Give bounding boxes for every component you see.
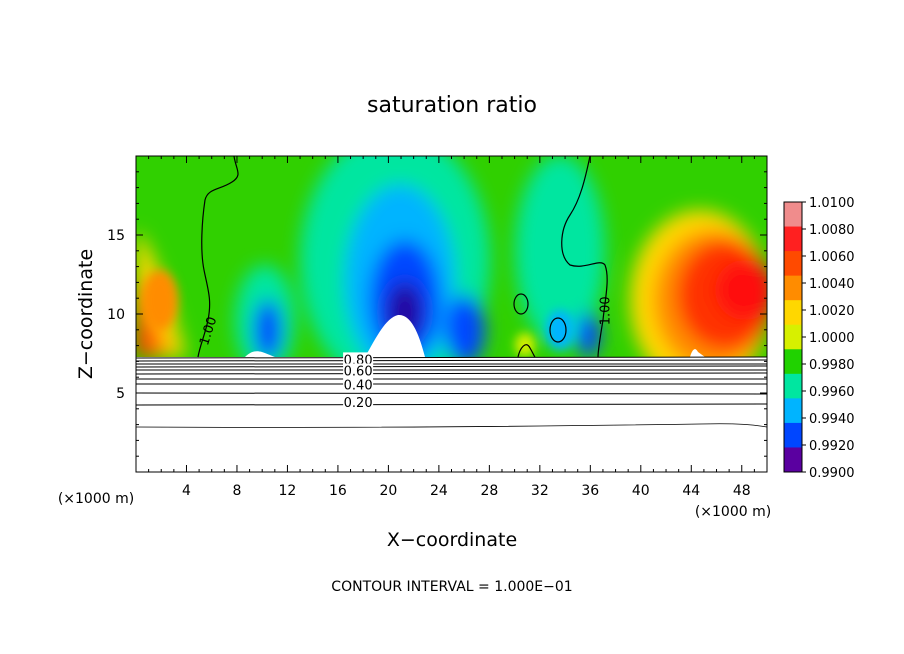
contour-label: 0.20: [344, 396, 373, 411]
contour-label-bg: [343, 395, 374, 409]
x-tick-label: 40: [632, 483, 650, 499]
contour-label-group: 0.40: [343, 377, 374, 394]
colorbar-label: 1.0060: [809, 250, 855, 265]
x-axis-title: X−coordinate: [387, 529, 517, 551]
colorbar: 1.0100 1.0080 1.0060 1.0040 1.0020 1.0000 0.99…: [783, 196, 855, 481]
contour-label: 0.40: [344, 379, 373, 394]
colorbar-swatch: [784, 275, 802, 301]
colorbar-label: 0.9960: [809, 385, 855, 400]
saturation-field: [136, 156, 767, 390]
x-tick-label: 36: [581, 483, 599, 499]
colorbar-swatch: [784, 398, 802, 424]
x-axis: 4 8 12 16 20 24 28 32 36 40 44 48: [148, 156, 755, 499]
colorbar-swatch: [784, 202, 802, 228]
chart-title: saturation ratio: [367, 93, 537, 118]
colorbar-swatch: [784, 349, 802, 375]
contour-label-bg: [343, 363, 374, 377]
x-tick-label: 32: [531, 483, 549, 499]
contour-label-group: 0.60: [343, 363, 374, 379]
x-tick-label: 8: [232, 483, 241, 499]
contour-label-bg: [343, 352, 374, 366]
y-axis-title: Z−coordinate: [75, 249, 97, 379]
contour-interval-label: CONTOUR INTERVAL = 1.000E−01: [331, 579, 572, 595]
y-tick-label: 5: [116, 386, 125, 402]
colorbar-label: 0.9940: [809, 412, 855, 427]
contour-label: 1.00: [599, 296, 614, 325]
colorbar-label: 0.9900: [809, 466, 855, 481]
y-tick-label: 15: [107, 228, 125, 244]
colorbar-label: 1.0000: [809, 331, 855, 346]
contour-label: 0.60: [344, 364, 373, 379]
colorbar-label: 0.9920: [809, 439, 855, 454]
unity-contours: [197, 156, 608, 358]
x-unit-left: (×1000 m): [58, 491, 134, 507]
y-tick-label: 10: [107, 307, 125, 323]
x-tick-label: 48: [733, 483, 751, 499]
colorbar-label: 1.0040: [809, 277, 855, 292]
colorbar-swatch: [784, 324, 802, 350]
colorbar-label: 1.0080: [809, 223, 855, 238]
y-axis: 5 10 15: [107, 171, 767, 457]
colorbar-label: 1.0100: [809, 196, 855, 211]
x-tick-label: 24: [430, 483, 448, 499]
colorbar-swatch: [784, 373, 802, 399]
x-tick-label: 16: [329, 483, 347, 499]
colorbar-swatch: [784, 251, 802, 277]
contour-labels: 1.001.000.800.600.400.20: [197, 296, 614, 411]
colorbar-swatch: [784, 422, 802, 448]
x-tick-label: 12: [279, 483, 297, 499]
contour-label-group: 0.20: [343, 395, 374, 411]
x-tick-label: 28: [480, 483, 498, 499]
x-tick-label: 44: [682, 483, 700, 499]
lower-contours: [136, 356, 767, 428]
colorbar-swatch: [784, 226, 802, 252]
x-unit-right: (×1000 m): [695, 504, 771, 520]
colorbar-label: 1.0020: [809, 304, 855, 319]
colorbar-swatch: [784, 300, 802, 326]
x-tick-label: 4: [182, 483, 191, 499]
x-tick-label: 20: [379, 483, 397, 499]
colorbar-label: 0.9980: [809, 358, 855, 373]
contour-label-bg: [343, 377, 374, 391]
contour-label-group: 1.00: [599, 296, 614, 325]
plot-area: 1.001.000.800.600.400.20: [136, 156, 767, 472]
colorbar-swatch: [784, 447, 802, 473]
